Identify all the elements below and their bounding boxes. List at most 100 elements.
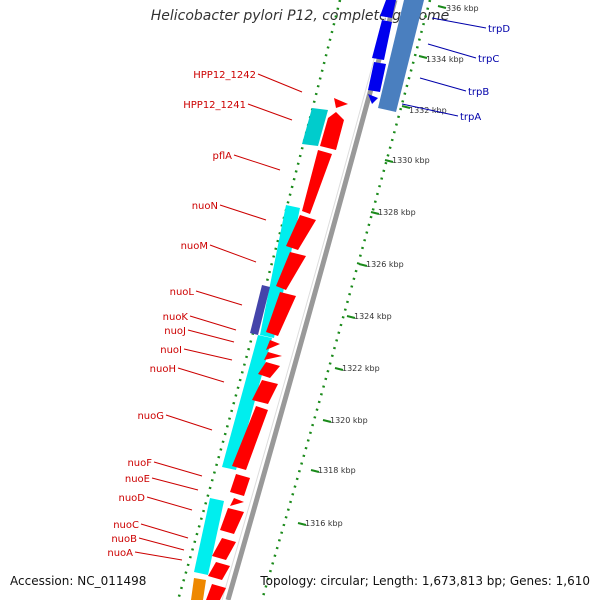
gene-label-line [165,414,213,431]
tick-label: 336 kbp [446,4,479,13]
tick-mark [346,315,356,319]
gene-label-trpb: trpB [468,87,489,98]
gene-nuon [286,215,316,250]
tick-marks [297,5,447,526]
trp-genes [368,0,424,112]
gene-label-nuon: nuoN [192,201,218,212]
gene-nuog [232,406,268,470]
gene-labels: HPP12_1242 HPP12_1241 pflA nuoN nuoM nuoL nuoK… [107,24,510,559]
tick-label: 1332 kbp [409,106,447,115]
gene-label-line [189,315,237,331]
gene-nuol [266,292,296,336]
forward-strand-genes [206,98,348,600]
gene-label-line [153,461,203,477]
gene-label-nuoh: nuoH [150,364,176,375]
gene-label-trpc: trpC [478,54,499,65]
gene-label-line [151,477,199,491]
accession-label: Accession: NC_011498 [10,574,147,588]
tick-mark [358,263,368,267]
gene-label-line [177,367,225,383]
tick-label: 1334 kbp [426,55,464,64]
tick-mark [437,5,447,9]
gene-label-line [247,103,293,121]
gene-nuoc [212,538,236,560]
gene-label-line [219,204,267,221]
gene-label-nuom: nuoM [181,241,208,252]
gene-trpd [380,0,396,18]
gene-block-orange [191,578,206,600]
gene-label-nuob: nuoB [111,534,137,545]
gene-label-line [401,103,459,117]
gene-nuoh [252,380,278,404]
gene-num [276,252,306,290]
gene-label-hpp12-1241: HPP12_1241 [183,100,246,111]
gene-label-line [209,244,257,263]
tick-label: 1320 kbp [330,416,368,425]
gene-nuod [220,508,244,534]
gene-label-hpp12-1242: HPP12_1242 [193,70,256,81]
gene-block-nuob [194,498,224,575]
gene-label-trpa: trpA [460,112,481,123]
gene-nuof [230,474,250,496]
map-title: Helicobacter pylori P12, complete genome [150,8,450,24]
gene-trpc [372,20,392,60]
topology-label: Topology: circular; Length: 1,673,813 bp… [260,574,590,588]
gene-label-line [257,73,303,93]
gene-block-hpp12-1241 [302,108,328,146]
gene-block-nuol-inner [250,285,270,335]
gene-label-nuoe: nuoE [125,474,150,485]
gene-hpp12-1241 [320,112,344,150]
gene-nuoa [206,584,226,600]
gene-label-line [138,537,185,551]
tick-mark [418,55,428,59]
gene-label-nuoa: nuoA [107,548,133,559]
gene-label-line [233,154,281,171]
tick-label: 1318 kbp [318,466,356,475]
gene-label-line [134,551,183,561]
gene-label-line [427,43,477,59]
tick-mark [322,419,332,423]
gene-nuoi [258,362,280,378]
tick-labels: 1316 kbp 1318 kbp 1320 kbp 1322 kbp 1324 kbp… [305,4,479,528]
gene-trpa [368,94,378,104]
tick-label: 1324 kbp [354,312,392,321]
gene-label-nuoj: nuoJ [164,326,186,337]
tick-mark [334,367,344,371]
tick-mark [370,211,380,215]
gene-label-nuoi: nuoI [160,345,182,356]
gene-label-line [419,77,467,92]
gene-label-nuod: nuoD [119,493,146,504]
gene-pfla [302,150,332,214]
gene-label-line [183,348,233,361]
gene-label-nuok: nuoK [163,312,189,323]
gene-nuok [266,340,280,350]
tick-mark [297,522,307,526]
tick-label: 1328 kbp [378,208,416,217]
gene-label-line [195,290,243,306]
gene-trpb [368,62,386,92]
tick-label: 1330 kbp [392,156,430,165]
tick-label: 1326 kbp [366,260,404,269]
tick-label: 1322 kbp [342,364,380,373]
gene-label-nuoc: nuoC [113,520,139,531]
gene-label-line [431,17,487,29]
gene-label-line [146,496,193,511]
trp-cds-block [378,0,424,112]
tick-label: 1316 kbp [305,519,343,528]
gene-label-lines [134,17,487,561]
gene-label-nuof: nuoF [127,458,152,469]
gene-label-line [187,329,235,343]
gene-label-trpd: trpD [488,24,510,35]
tick-mark [310,469,320,473]
gene-nuob [208,562,230,580]
gene-nuoj [264,352,282,360]
gene-label-nuog: nuoG [137,411,164,422]
tick-mark [401,105,411,109]
gene-label-pfla: pflA [213,151,233,162]
tick-mark [384,159,394,163]
gene-block-nuoh [222,335,272,470]
gene-nuoe [230,498,244,506]
gene-label-nuol: nuoL [170,287,195,298]
gene-label-line [140,523,189,539]
